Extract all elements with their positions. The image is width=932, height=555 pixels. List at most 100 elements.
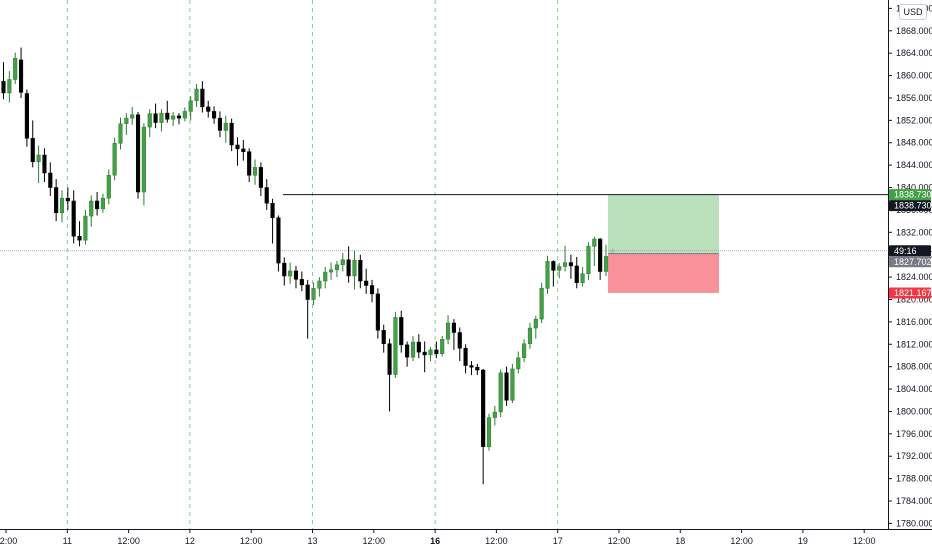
candle-body xyxy=(19,60,23,92)
candle xyxy=(347,246,351,282)
candle-body xyxy=(528,328,532,344)
candle-body xyxy=(464,348,468,365)
candle-body xyxy=(511,369,515,400)
candle xyxy=(230,119,234,151)
position-stop-zone xyxy=(608,254,719,293)
price-tick-label: 1784.000 xyxy=(896,496,932,506)
candle xyxy=(359,255,363,289)
candle-body xyxy=(563,263,567,267)
candle xyxy=(265,179,269,210)
price-tick-label: 1800.000 xyxy=(896,406,932,416)
price-tick-label: 1852.000 xyxy=(896,115,932,125)
candle xyxy=(323,267,327,288)
candle xyxy=(464,344,468,373)
candle xyxy=(364,269,368,294)
candle xyxy=(195,84,199,107)
candle-body xyxy=(72,201,76,236)
candle-body xyxy=(13,58,17,79)
candle-body xyxy=(312,288,316,299)
candle-body xyxy=(540,288,544,319)
candle-body xyxy=(148,114,152,127)
candle xyxy=(423,341,427,372)
long-position-tool[interactable] xyxy=(608,195,719,293)
candle xyxy=(341,253,345,271)
candle xyxy=(206,101,210,118)
candle xyxy=(540,283,544,323)
time-axis[interactable]: 12:00 11 12:00 12 12:00 13 12:00 16 12:00 17 12:00… xyxy=(0,529,932,550)
price-label-text: 1838.730 xyxy=(894,190,932,200)
candle-body xyxy=(347,260,351,276)
price-tick-label: 1860.000 xyxy=(896,71,932,81)
candle-body xyxy=(8,79,12,92)
candle xyxy=(95,192,99,216)
candle xyxy=(306,280,310,339)
candle-body xyxy=(323,272,327,281)
currency-badge[interactable]: USD xyxy=(899,4,927,20)
alert-star-icon: ☆ xyxy=(609,247,616,256)
candle xyxy=(125,113,129,135)
time-tick-label: 12:00 xyxy=(608,536,631,546)
candle xyxy=(329,263,333,280)
candle xyxy=(60,190,64,222)
candle xyxy=(171,112,175,126)
price-label: 1821.167 xyxy=(889,287,932,298)
candle xyxy=(89,195,93,226)
candle-body xyxy=(353,260,357,276)
time-tick-label: 12:00 xyxy=(240,536,263,546)
candle xyxy=(534,316,538,339)
candle-body xyxy=(54,188,58,213)
candle xyxy=(405,341,409,366)
candle xyxy=(452,319,456,350)
candle-body xyxy=(218,118,222,130)
candle-body xyxy=(165,113,169,119)
candle-body xyxy=(31,138,35,162)
candle-body xyxy=(271,203,275,218)
candle-body xyxy=(435,350,439,354)
candle xyxy=(499,369,503,417)
candle-body xyxy=(60,198,64,213)
price-tick-label: 1816.000 xyxy=(896,317,932,327)
candle xyxy=(575,257,579,288)
candle xyxy=(43,148,47,182)
price-tick-label: 1804.000 xyxy=(896,384,932,394)
time-tick-label: 18 xyxy=(675,536,685,546)
candle xyxy=(312,283,316,305)
candle xyxy=(201,81,205,112)
candle-body xyxy=(101,198,105,209)
candle-body xyxy=(569,263,573,266)
candle-body xyxy=(95,201,99,209)
candle xyxy=(107,170,111,205)
candle xyxy=(318,277,322,297)
candle xyxy=(604,245,608,276)
grid-lines xyxy=(67,0,557,529)
candle xyxy=(446,315,450,344)
candle xyxy=(271,199,275,244)
candle-body xyxy=(405,345,409,357)
candle-body xyxy=(359,260,363,281)
candle-body xyxy=(552,261,556,270)
time-tick-label: 17 xyxy=(553,536,563,546)
price-tick-label: 1792.000 xyxy=(896,451,932,461)
candle-body xyxy=(429,350,433,355)
candle-body xyxy=(306,285,310,300)
candle-body xyxy=(440,339,444,354)
candle-body xyxy=(224,123,228,130)
candle-body xyxy=(107,175,111,198)
time-tick-label: 11 xyxy=(63,536,72,546)
candle xyxy=(13,53,17,84)
price-label: 1838.730 xyxy=(889,189,932,200)
candle-body xyxy=(201,89,205,107)
candle-body xyxy=(119,124,123,144)
candle xyxy=(288,263,292,284)
candle-body xyxy=(516,358,520,369)
candle-body xyxy=(37,155,41,162)
candle xyxy=(136,112,140,199)
price-axis[interactable]: 1780.000 1784.000 1788.000 1792.000 1796.000… xyxy=(888,0,932,550)
candle xyxy=(505,367,509,406)
candle-body xyxy=(2,81,6,93)
candle xyxy=(411,336,415,361)
candle-body xyxy=(113,143,117,175)
candle-body xyxy=(236,145,240,149)
